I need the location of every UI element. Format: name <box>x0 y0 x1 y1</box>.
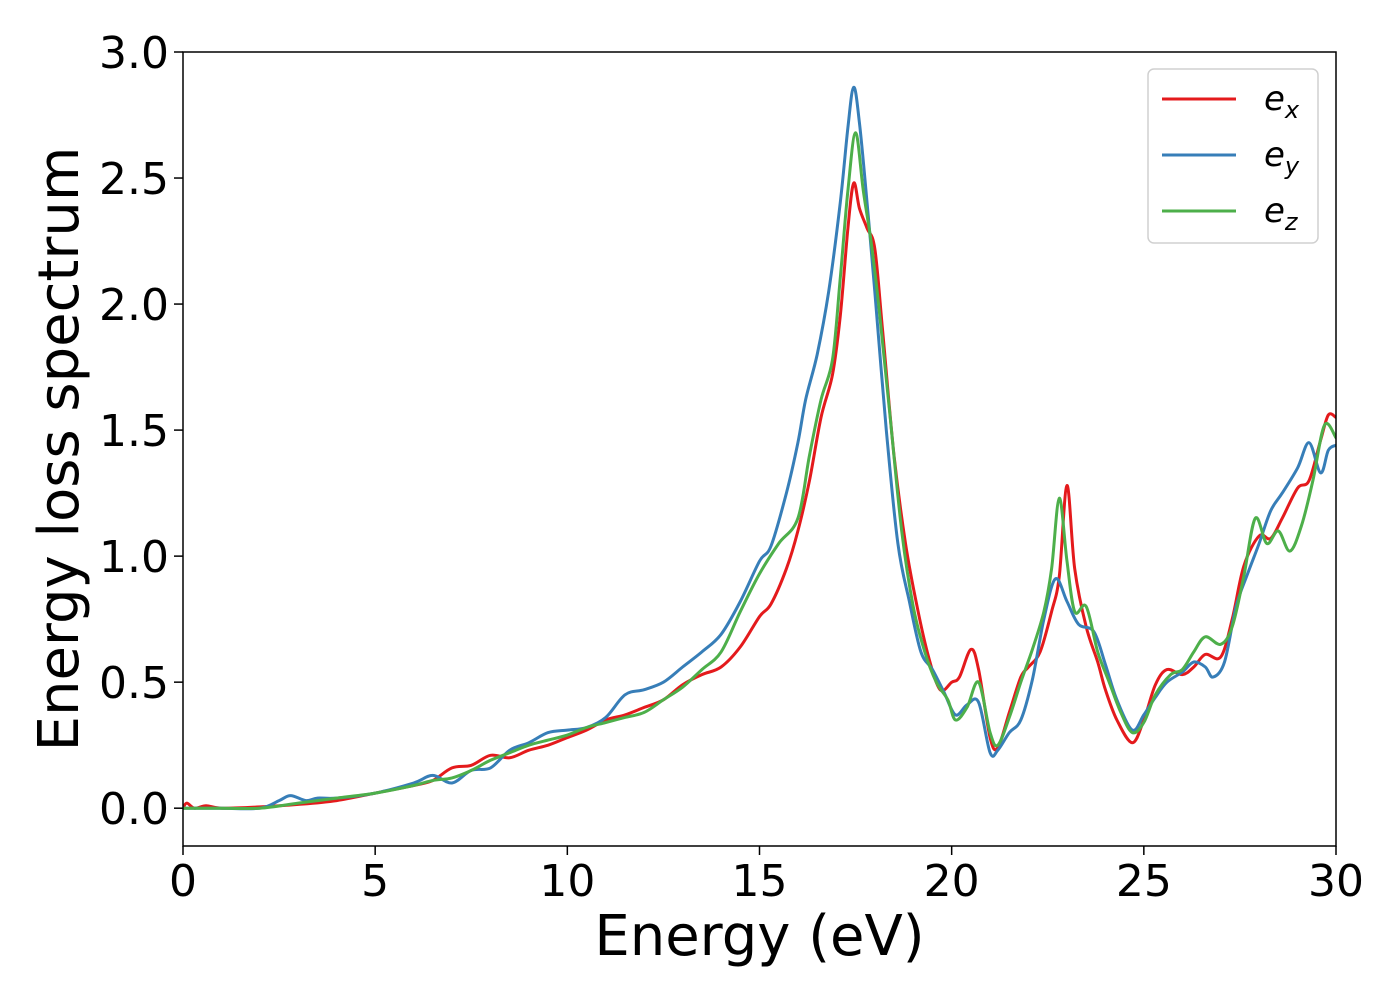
y-tick-label: 1.0 <box>99 532 169 583</box>
legend-label-base: e <box>1264 79 1285 119</box>
x-tick-label: 10 <box>539 856 595 907</box>
legend-label-y: ey <box>1264 135 1300 180</box>
x-tick-label: 0 <box>169 856 197 907</box>
series-layer <box>183 85 1336 811</box>
legend-label-base: e <box>1264 135 1285 175</box>
y-tick-label: 2.5 <box>99 154 169 205</box>
legend-label-subscript: y <box>1284 152 1300 180</box>
y-tick-label: 0.0 <box>99 784 169 835</box>
x-axis-ticks: 0 5 10 15 20 25 30 <box>169 846 1364 907</box>
series-line-y <box>183 85 1336 811</box>
y-tick-label: 1.5 <box>99 406 169 457</box>
legend-label-subscript: z <box>1284 208 1299 236</box>
series-line-x <box>183 181 1336 810</box>
y-axis-ticks: 0.0 0.5 1.0 1.5 2.0 2.5 3.0 <box>99 28 183 835</box>
x-axis-title: Energy (eV) <box>594 904 924 969</box>
x-tick-label: 25 <box>1116 856 1172 907</box>
legend-label-subscript: x <box>1284 96 1300 124</box>
y-tick-label: 3.0 <box>99 28 169 79</box>
x-tick-label: 5 <box>361 856 389 907</box>
y-axis-title: Energy loss spectrum <box>27 147 92 752</box>
y-tick-label: 0.5 <box>99 658 169 709</box>
x-tick-label: 20 <box>924 856 980 907</box>
legend-label-base: e <box>1264 191 1285 231</box>
series-line-z <box>183 131 1336 811</box>
x-tick-label: 15 <box>732 856 788 907</box>
x-tick-label: 30 <box>1308 856 1364 907</box>
y-tick-label: 2.0 <box>99 280 169 331</box>
legend-label-x: ex <box>1264 79 1300 124</box>
legend-label-z: ez <box>1264 191 1299 236</box>
